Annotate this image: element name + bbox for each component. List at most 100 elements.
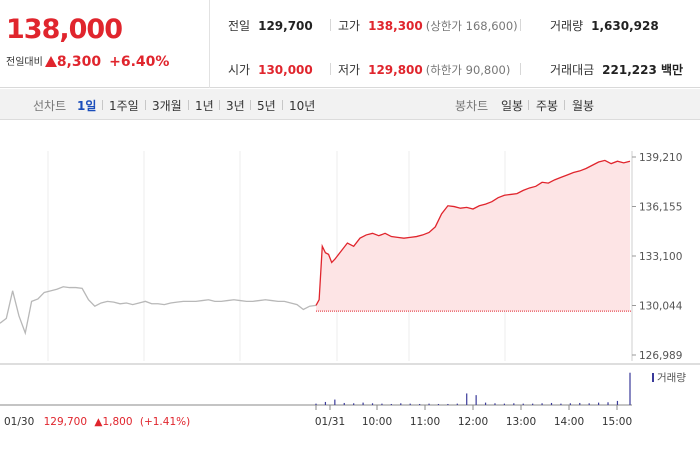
tab-5y[interactable]: 5년 <box>257 99 276 113</box>
prev-day-info: 01/30 129,700 ▲1,800 (+1.41%) <box>4 416 190 428</box>
volume-bar <box>475 395 477 405</box>
stat-high: 고가 138,300 (상한가 168,600) <box>338 19 518 33</box>
volume-bar <box>381 403 383 405</box>
x-tick-label-1: 10:00 <box>362 416 392 428</box>
stat-prev-close: 전일 129,700 <box>228 19 313 33</box>
x-tick-label-5: 14:00 <box>554 416 584 428</box>
volume-bar <box>569 403 571 405</box>
volume-bar <box>400 403 402 405</box>
x-axis: 01/31 10:00 11:00 12:00 13:00 14:00 15:00 <box>315 405 632 428</box>
x-tick-label-0: 01/31 <box>315 416 345 428</box>
tab-daily[interactable]: 일봉 <box>501 99 524 113</box>
tab-divider <box>188 100 189 110</box>
tab-3m[interactable]: 3개월 <box>152 99 182 113</box>
volume-bar <box>550 402 553 405</box>
change-percent: +6.40% <box>109 54 170 70</box>
prev-day-date: 01/30 <box>4 416 34 428</box>
x-tick-label-3: 12:00 <box>458 416 488 428</box>
volume-bar <box>353 403 355 405</box>
volume-bar <box>334 399 336 405</box>
y-tick-label-3: 130,044 <box>639 301 683 313</box>
change-row: 전일대비 8,300 +6.40% <box>6 53 169 70</box>
tab-weekly[interactable]: 주봉 <box>536 99 559 113</box>
volume-bar <box>409 403 411 405</box>
tab-divider <box>528 100 529 110</box>
volume-bar <box>324 401 327 405</box>
volume-bar <box>522 403 524 405</box>
y-tick-label-1: 136,155 <box>639 201 682 213</box>
volume-bar <box>362 402 364 405</box>
volume-bar <box>598 402 600 405</box>
volume-bar <box>371 403 374 405</box>
y-tick-label-0: 139,210 <box>639 152 682 164</box>
period-tabbar: 선차트 1일 1주일 3개월 1년 3년 5년 10년 봉차트 일봉 주봉 월봉 <box>0 89 700 120</box>
volume-bar <box>437 403 440 405</box>
stat-low: 저가 129,800 (하한가 90,800) <box>338 63 511 77</box>
volume-bar <box>503 403 505 405</box>
tab-1w[interactable]: 1주일 <box>109 99 139 113</box>
tab-divider <box>282 100 283 110</box>
stat-trade-value: 거래대금 221,223 백만 <box>550 63 684 77</box>
volume-legend: 거래량 <box>652 372 686 384</box>
divider <box>520 63 521 75</box>
intraday-chart: 139,210 136,155 133,100 130,044 126,989 01/3… <box>0 151 700 428</box>
tab-monthly[interactable]: 월봉 <box>572 99 595 113</box>
volume-bar <box>541 403 543 405</box>
volume-bar <box>532 403 534 405</box>
x-tick-label-2: 11:00 <box>410 416 440 428</box>
divider <box>330 19 331 31</box>
volume-bar <box>629 372 631 405</box>
volume-legend-label: 거래량 <box>657 372 686 384</box>
tab-10y[interactable]: 10년 <box>289 99 316 113</box>
quote-header: 138,000 전일대비 8,300 +6.40% 전일 129,700 고가 138,… <box>0 0 700 88</box>
current-price: 138,000 <box>6 14 123 45</box>
today-area <box>316 160 630 312</box>
volume-bar <box>447 403 449 405</box>
prev-day-close: 129,700 <box>44 416 87 428</box>
change-amount: 8,300 <box>56 54 102 70</box>
tab-divider <box>145 100 146 110</box>
divider <box>330 63 331 75</box>
tab-1y[interactable]: 1년 <box>195 99 214 113</box>
axis-ticks: 139,210 136,155 133,100 130,044 126,989 <box>632 152 683 362</box>
tab-divider <box>564 100 565 110</box>
y-tick-label-2: 133,100 <box>639 251 682 263</box>
tab-3y[interactable]: 3년 <box>226 99 245 113</box>
volume-bars <box>315 372 631 405</box>
tab-1d[interactable]: 1일 <box>77 99 97 113</box>
volume-bar <box>494 403 496 405</box>
stat-open: 시가 130,000 <box>228 63 313 77</box>
tab-divider <box>250 100 251 110</box>
volume-bar <box>484 402 487 405</box>
prev-day-line <box>0 286 317 336</box>
volume-bar <box>513 403 515 405</box>
divider <box>520 19 521 31</box>
volume-bar <box>588 403 590 405</box>
price-summary: 138,000 전일대비 8,300 +6.40% <box>0 0 210 88</box>
prev-day-change-pct: (+1.41%) <box>140 416 190 428</box>
volume-bar <box>428 403 430 405</box>
tab-divider <box>219 100 220 110</box>
up-arrow-icon <box>44 56 57 67</box>
volume-bar <box>390 403 392 405</box>
volume-bar <box>466 393 468 405</box>
volume-bar <box>456 403 458 405</box>
tab-divider <box>102 100 103 110</box>
line-chart-label: 선차트 <box>33 99 67 113</box>
volume-bar <box>607 402 609 405</box>
x-tick-label-4: 13:00 <box>506 416 536 428</box>
prev-day-change: 1,800 <box>102 416 132 428</box>
prev-day-up-icon: ▲ <box>94 416 103 428</box>
x-tick-label-6: 15:00 <box>602 416 632 428</box>
volume-bar <box>560 403 562 405</box>
volume-legend-swatch <box>652 373 654 382</box>
today-series <box>315 159 632 312</box>
y-tick-label-4: 126,989 <box>639 350 682 362</box>
volume-bar <box>579 402 581 405</box>
change-label: 전일대비 <box>6 57 43 68</box>
volume-bar <box>315 403 317 405</box>
candle-chart-label: 봉차트 <box>455 99 489 113</box>
volume-bar <box>616 400 619 405</box>
stat-volume: 거래량 1,630,928 <box>550 19 659 33</box>
volume-bar <box>419 403 421 405</box>
